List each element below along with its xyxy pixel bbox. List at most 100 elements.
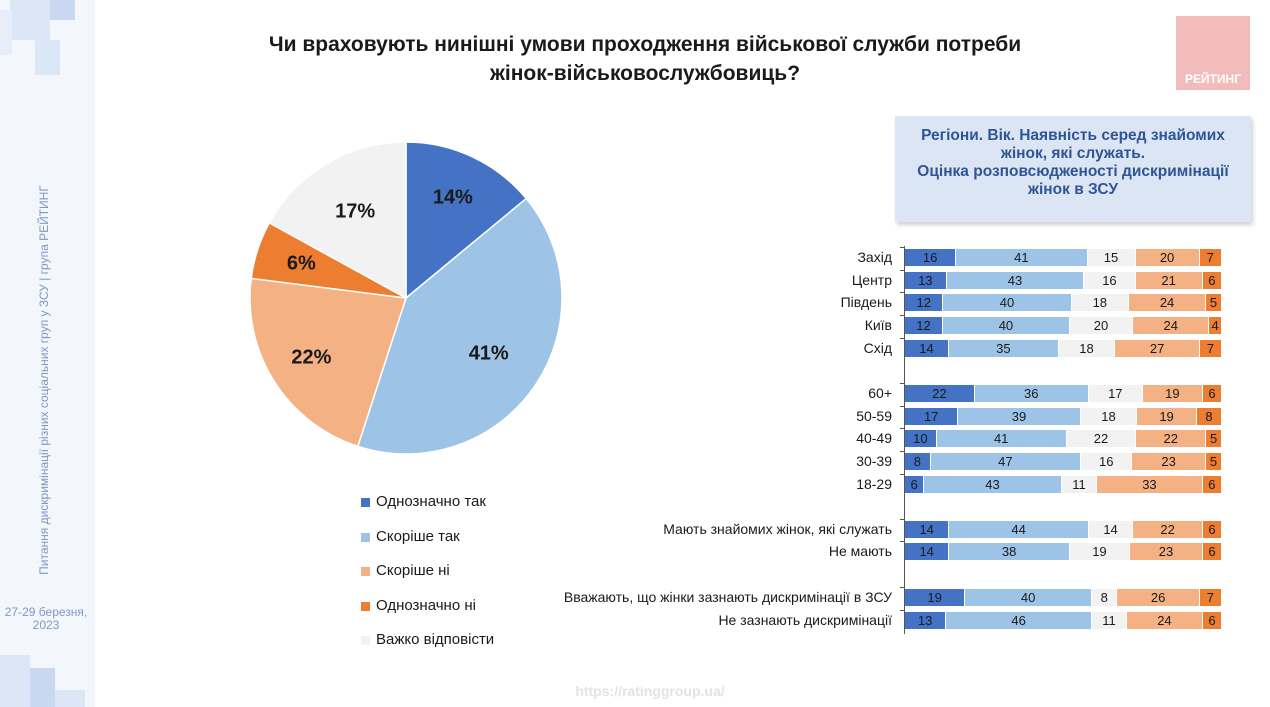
bar-segment: 14 bbox=[905, 543, 949, 560]
bar-segment: 12 bbox=[905, 294, 943, 311]
bar-segment: 8 bbox=[1196, 408, 1221, 425]
bar-segment: 16 bbox=[905, 249, 956, 266]
bar-segment: 7 bbox=[1200, 340, 1221, 357]
axis-tick bbox=[900, 541, 905, 542]
bar-segment: 20 bbox=[1135, 249, 1199, 266]
bar-segment: 22 bbox=[1133, 521, 1202, 538]
bar-segment: 22 bbox=[1136, 430, 1206, 447]
row-label: Вважають, що жінки зазнають дискримінаці… bbox=[563, 589, 892, 605]
info-line: Регіони. Вік. Наявність серед знайомих bbox=[921, 127, 1225, 144]
bar-segment: 4 bbox=[1209, 317, 1221, 334]
bar-segment: 35 bbox=[948, 340, 1058, 357]
info-line: жінок в ЗСУ bbox=[1028, 181, 1118, 198]
info-line: Оцінка розповсюдженості дискримінації bbox=[917, 163, 1229, 180]
decor-square bbox=[30, 668, 55, 707]
bar-segment: 7 bbox=[1199, 589, 1221, 606]
bar-segment: 6 bbox=[1202, 272, 1221, 289]
bar-segment: 18 bbox=[1058, 340, 1115, 357]
row-label: Не мають bbox=[828, 543, 892, 559]
bar-segment: 12 bbox=[905, 317, 943, 334]
bar-segment: 23 bbox=[1130, 543, 1202, 560]
bar-segment: 14 bbox=[1088, 521, 1133, 538]
row-label: 40-49 bbox=[856, 430, 892, 446]
pie-data-label: 17% bbox=[335, 200, 376, 223]
pie-slice bbox=[356, 197, 563, 455]
bar-axis bbox=[904, 246, 905, 634]
bar-segment: 23 bbox=[1132, 453, 1205, 470]
bar-segment: 19 bbox=[1069, 543, 1130, 560]
pie-data-label: 22% bbox=[291, 346, 332, 369]
bar-segment: 16 bbox=[1084, 272, 1135, 289]
row-label: Не зазнають дискримінації bbox=[718, 612, 892, 628]
bar-segment: 44 bbox=[949, 521, 1088, 538]
bar-segment: 20 bbox=[1069, 317, 1133, 334]
bar-segment: 43 bbox=[946, 272, 1084, 289]
sidebar-vertical-text: Питання дискримінації різних соціальних … bbox=[37, 185, 51, 575]
bar-segment: 7 bbox=[1199, 249, 1221, 266]
bar-segment: 41 bbox=[956, 249, 1087, 266]
bar-segment: 18 bbox=[1080, 408, 1137, 425]
bar-segment: 14 bbox=[905, 340, 948, 357]
legend-swatch bbox=[361, 636, 370, 645]
bar-segment: 17 bbox=[1088, 385, 1142, 402]
legend-swatch bbox=[361, 601, 370, 611]
bar-segment: 19 bbox=[1137, 408, 1196, 425]
bar-segment: 46 bbox=[946, 612, 1092, 629]
bar-segment: 40 bbox=[943, 317, 1069, 334]
bar-segment: 18 bbox=[1071, 294, 1129, 311]
bar-segment: 13 bbox=[905, 612, 946, 629]
bar-segment: 40 bbox=[965, 589, 1092, 606]
decor-square bbox=[0, 10, 12, 55]
axis-tick bbox=[900, 610, 905, 611]
decor-square bbox=[50, 0, 75, 20]
bar-segment: 6 bbox=[1202, 612, 1221, 629]
row-label: 30-39 bbox=[856, 453, 892, 469]
footer-url: https://ratinggroup.ua/ bbox=[575, 683, 725, 699]
pie-chart bbox=[249, 141, 563, 455]
bar-segment: 36 bbox=[974, 385, 1088, 402]
bar-segment: 27 bbox=[1115, 340, 1200, 357]
row-label: 18-29 bbox=[856, 476, 892, 492]
bar-segment: 19 bbox=[1142, 385, 1202, 402]
legend-label: Однозначно ні bbox=[376, 596, 476, 614]
axis-tick bbox=[900, 315, 905, 316]
bar-segment: 10 bbox=[905, 430, 936, 447]
bar-segment: 38 bbox=[949, 543, 1069, 560]
pie-data-label: 6% bbox=[286, 252, 316, 275]
row-label: 60+ bbox=[868, 385, 892, 401]
legend-swatch bbox=[361, 532, 370, 542]
bar-segment: 19 bbox=[905, 589, 965, 606]
row-label: Схід bbox=[863, 340, 892, 356]
survey-date: 27-29 березня, 2023 bbox=[4, 605, 88, 632]
axis-tick bbox=[900, 247, 905, 248]
title-line-1: Чи враховують нинішні умови проходження … bbox=[268, 33, 1022, 56]
logo-text: РЕЙТИНГ bbox=[1184, 72, 1242, 86]
bar-segment: 14 bbox=[905, 521, 949, 538]
axis-tick bbox=[900, 519, 905, 520]
breakdown-info-box: Регіони. Вік. Наявність серед знайомих ж… bbox=[895, 116, 1251, 222]
row-label: Захід bbox=[857, 249, 892, 265]
pie-slice bbox=[268, 141, 407, 300]
bar-segment: 15 bbox=[1087, 249, 1135, 266]
bar-segment: 11 bbox=[1092, 612, 1126, 629]
pie-data-label: 41% bbox=[468, 342, 509, 365]
bar-segment: 13 bbox=[905, 272, 946, 289]
legend-label: Однозначно так bbox=[376, 493, 486, 510]
bar-segment: 6 bbox=[905, 476, 924, 493]
bar-segment: 8 bbox=[1092, 589, 1117, 606]
axis-tick bbox=[900, 292, 905, 293]
bar-segment: 41 bbox=[936, 430, 1066, 447]
bar-segment: 22 bbox=[1066, 430, 1136, 447]
page-title: Чи враховують нинішні умови проходження … bbox=[180, 30, 1110, 88]
bar-segment: 47 bbox=[930, 453, 1081, 470]
bar-segment: 8 bbox=[905, 453, 930, 470]
bar-segment: 24 bbox=[1133, 317, 1209, 334]
bar-segment: 33 bbox=[1097, 476, 1202, 493]
bar-segment: 5 bbox=[1205, 453, 1221, 470]
row-label: Центр bbox=[851, 272, 892, 288]
axis-tick bbox=[900, 428, 905, 429]
bar-segment: 6 bbox=[1202, 521, 1221, 538]
pie-slice bbox=[249, 277, 407, 448]
bar-segment: 22 bbox=[905, 385, 974, 402]
info-line: жінок, які служать. bbox=[1000, 145, 1146, 162]
